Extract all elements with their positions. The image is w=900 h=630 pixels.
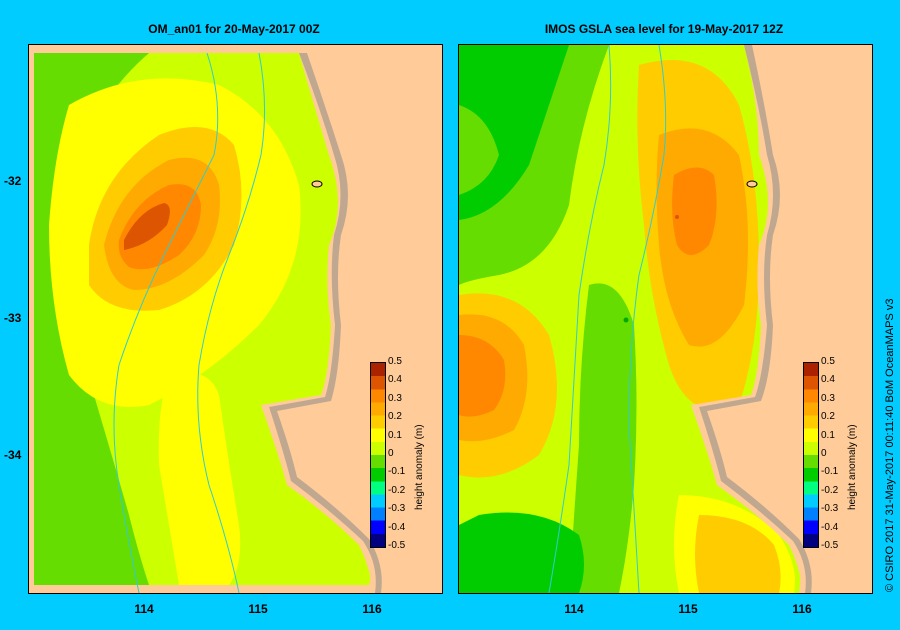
y-tick-label-1: -32 — [4, 174, 22, 188]
right-x-tick-label-2: 115 — [678, 602, 698, 616]
colorbar-tick-label: 0.5 — [388, 356, 402, 367]
right-panel-title: IMOS GSLA sea level for 19-May-2017 12Z — [544, 22, 784, 36]
left-x-tick-label-3: 116 — [362, 602, 382, 616]
colorbar-tick-label: 0.1 — [388, 429, 402, 441]
right-x-tick-label-3: 116 — [792, 602, 812, 616]
colorbar-tick-label: -0.4 — [388, 521, 406, 533]
left-x-tick-label-1: 114 — [134, 602, 154, 616]
colorbar-tick-label: -0.2 — [388, 484, 406, 496]
y-tick-label-3: -34 — [4, 448, 22, 462]
colorbar-tick-label: 0 — [388, 448, 394, 459]
colorbar-tick-label: 0.5 — [821, 356, 835, 367]
colorbar-tick-label: 0.2 — [388, 411, 402, 423]
colorbar-tick-label: 0.2 — [821, 411, 835, 423]
right-colorbar — [803, 362, 819, 548]
right-colorbar-label: height anomaly (m) — [847, 424, 858, 510]
y-tick-label-2: -33 — [4, 311, 22, 325]
right-map-canvas — [459, 45, 872, 593]
left-colorbar-label: height anomaly (m) — [414, 424, 425, 510]
credit-text: © CSIRO 2017 31-May-2017 00:11:40 BoM Oc… — [884, 298, 896, 592]
colorbar-tick-label: -0.3 — [821, 503, 839, 515]
right-x-tick-label-1: 114 — [564, 602, 584, 616]
colorbar-tick-label: -0.2 — [821, 484, 839, 496]
colorbar-tick-label: -0.1 — [388, 466, 406, 478]
colorbar-tick-label: 0.1 — [821, 429, 835, 441]
colorbar-tick-label: -0.5 — [388, 540, 406, 551]
colorbar-tick-label: 0.4 — [821, 374, 835, 386]
left-map-panel[interactable] — [28, 44, 443, 594]
colorbar-tick-label: 0 — [821, 448, 827, 459]
colorbar-tick-label: -0.4 — [821, 521, 839, 533]
colorbar-tick-label: -0.1 — [821, 466, 839, 478]
colorbar-tick-label: 0.3 — [821, 392, 835, 404]
left-panel-title: OM_an01 for 20-May-2017 00Z — [148, 22, 320, 36]
colorbar-tick-label: 0.3 — [388, 392, 402, 404]
colorbar-tick-label: -0.5 — [821, 540, 839, 551]
left-x-tick-label-2: 115 — [248, 602, 268, 616]
left-map-canvas — [34, 52, 442, 593]
colorbar-tick-label: -0.3 — [388, 503, 406, 515]
colorbar-tick-label: 0.4 — [388, 374, 402, 386]
left-colorbar — [370, 362, 386, 548]
